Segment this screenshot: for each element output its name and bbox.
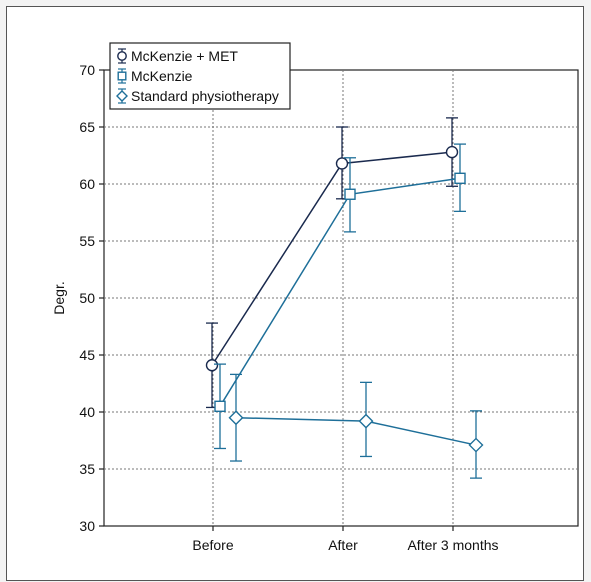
series-diamond	[228, 373, 484, 479]
data-point	[335, 157, 349, 170]
y-tick-label: 55	[79, 233, 95, 249]
y-tick-label: 45	[79, 347, 95, 363]
legend-label: McKenzie + MET	[131, 48, 238, 64]
y-tick-label: 60	[79, 176, 95, 192]
y-tick-label: 50	[79, 290, 95, 306]
series-square	[214, 143, 466, 450]
chart-frame: 30 35 40 45 50 55 60 65 70 Before After After 3 mon…	[6, 6, 584, 581]
data-point	[344, 188, 356, 200]
legend-marker	[117, 51, 127, 61]
data-point	[228, 410, 244, 426]
y-tick-label: 65	[79, 119, 95, 135]
data-point	[468, 437, 484, 453]
y-tick-label: 40	[79, 404, 95, 420]
data-point	[454, 172, 466, 185]
y-tick-label: 35	[79, 461, 95, 477]
legend-marker	[116, 90, 128, 102]
legend-label: Standard physiotherapy	[131, 88, 279, 104]
legend-box	[109, 42, 291, 110]
data-point	[445, 145, 459, 159]
legend-marker	[117, 71, 127, 81]
data-point	[205, 359, 219, 372]
data-point	[358, 413, 374, 429]
legend-label: McKenzie	[131, 68, 193, 84]
y-tick-label: 30	[79, 518, 95, 534]
legend: McKenzie + MET McKenzie Standard physiothe…	[109, 42, 291, 110]
series-circle	[205, 117, 459, 409]
y-axis-label: Degr.	[51, 281, 67, 314]
x-tick-label: Before	[192, 537, 233, 553]
data-point	[214, 400, 226, 412]
line-chart: 30 35 40 45 50 55 60 65 70 Before After After 3 mon…	[51, 42, 579, 553]
x-tick-label: After	[328, 537, 358, 553]
x-tick-label: After 3 months	[407, 537, 498, 553]
y-tick-label: 70	[79, 62, 95, 78]
